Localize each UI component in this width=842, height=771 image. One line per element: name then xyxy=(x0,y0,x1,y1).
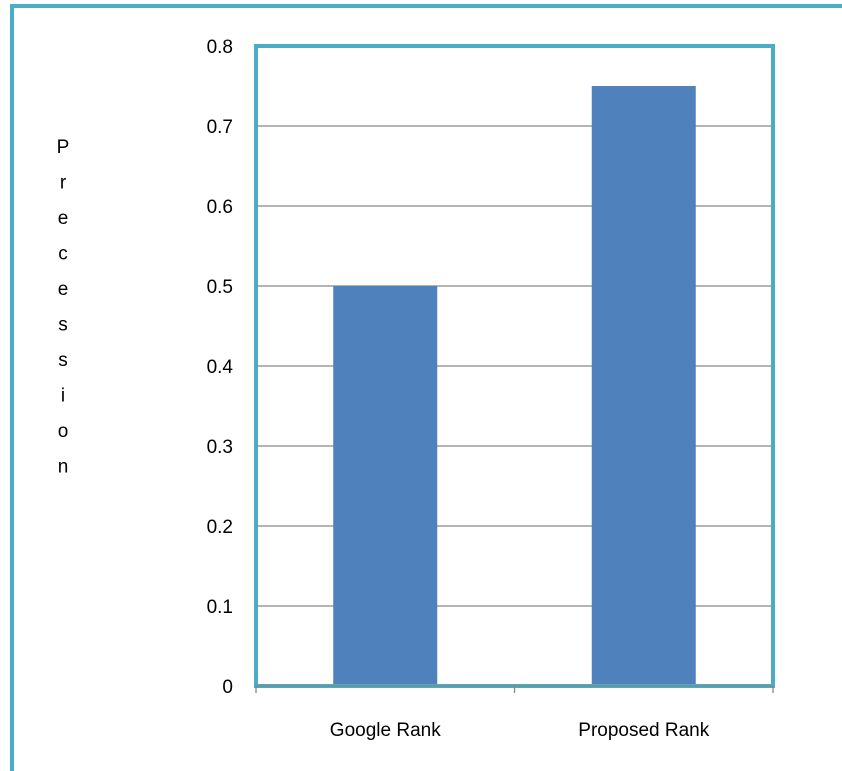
bar-google-rank xyxy=(333,286,438,686)
x-axis-category-labels: Google Rank Proposed Rank xyxy=(330,720,710,741)
bars xyxy=(333,86,696,686)
y-tick-label: 0.4 xyxy=(207,357,234,378)
y-axis-tick-labels: 0 0.1 0.2 0.3 0.4 0.5 0.6 0.7 0.8 xyxy=(207,37,234,698)
y-tick-label: 0.1 xyxy=(207,597,233,618)
y-tick-label: 0 xyxy=(222,677,233,698)
y-tick-label: 0.5 xyxy=(207,277,233,298)
y-tick-label: 0.8 xyxy=(207,37,233,58)
x-category-label: Proposed Rank xyxy=(578,720,709,741)
y-tick-label: 0.3 xyxy=(207,437,233,458)
chart-outer-border xyxy=(10,4,842,771)
y-tick-label: 0.2 xyxy=(207,517,233,538)
y-tick-label: 0.7 xyxy=(207,117,233,138)
x-axis xyxy=(255,685,774,693)
bar-proposed-rank xyxy=(591,86,696,686)
x-category-label: Google Rank xyxy=(330,720,441,741)
y-tick-label: 0.6 xyxy=(207,197,233,218)
